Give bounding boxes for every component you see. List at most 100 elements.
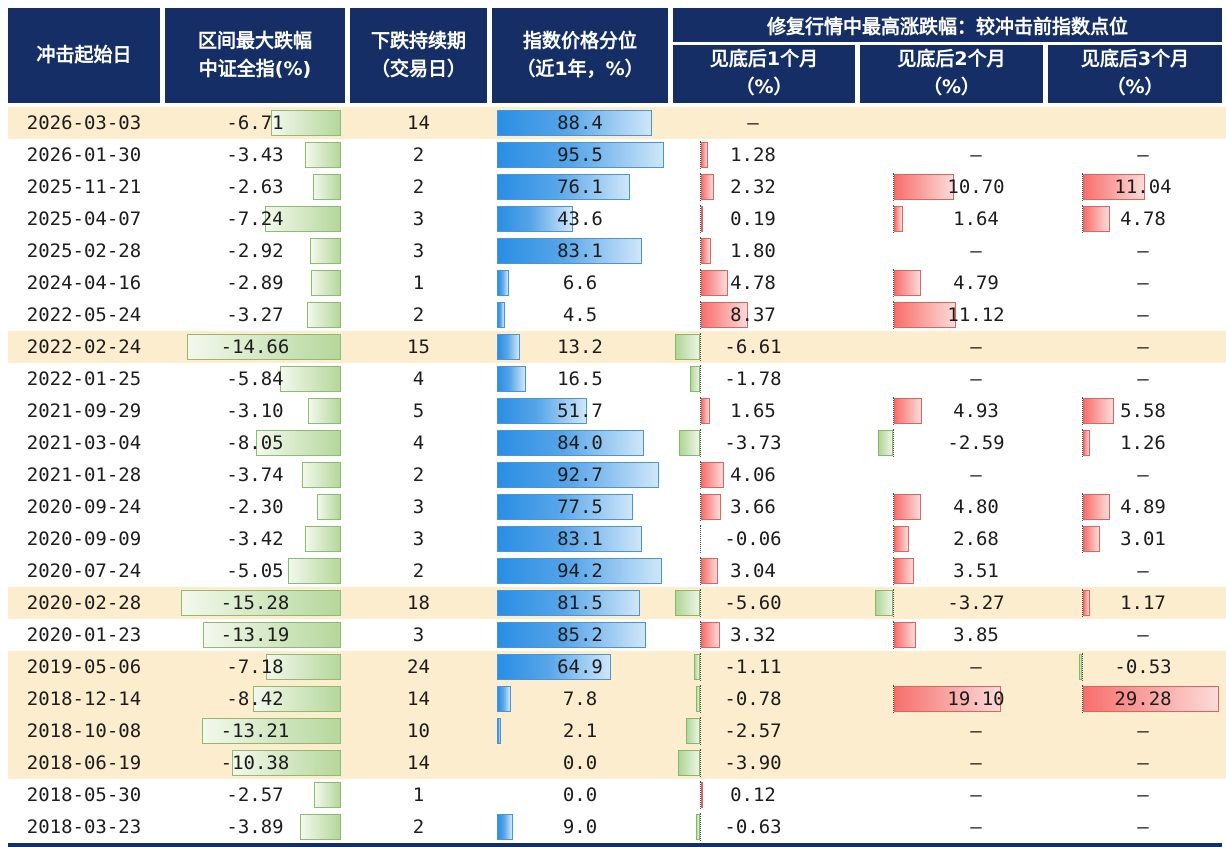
month1-cell: -0.78 bbox=[673, 683, 855, 715]
month3-value: 4.78 bbox=[1120, 208, 1166, 230]
date-cell: 2022-01-25 bbox=[26, 368, 142, 390]
drawdown-cell: -2.92 bbox=[165, 235, 345, 267]
month1-value: -1.11 bbox=[724, 656, 782, 678]
drawdown-value: -5.05 bbox=[226, 560, 284, 582]
percentile-bar bbox=[497, 366, 526, 392]
month2-value: -3.27 bbox=[947, 592, 1005, 614]
month3-value: – bbox=[1137, 720, 1149, 742]
drawdown-bar bbox=[232, 750, 341, 776]
loss-bar bbox=[675, 590, 700, 616]
drawdown-cell: -15.28 bbox=[165, 587, 345, 619]
month1-cell: 3.04 bbox=[673, 555, 855, 587]
month2-value: 3.51 bbox=[953, 560, 999, 582]
month2-cell: 3.85 bbox=[860, 619, 1043, 651]
zero-axis bbox=[893, 589, 894, 617]
drawdown-value: -10.38 bbox=[220, 752, 290, 774]
percentile-cell: 76.1 bbox=[492, 171, 668, 203]
month3-cell: – bbox=[1048, 811, 1222, 843]
duration-cell: 1 bbox=[412, 272, 425, 294]
duration-cell: 2 bbox=[412, 816, 425, 838]
percentile-bar bbox=[497, 462, 660, 488]
gain-bar bbox=[701, 462, 724, 488]
zero-axis bbox=[700, 493, 701, 521]
month1-cell: 4.78 bbox=[673, 267, 855, 299]
drawdown-cell: -13.19 bbox=[165, 619, 345, 651]
month2-value: – bbox=[970, 368, 982, 390]
header-month1-line2: （%） bbox=[735, 76, 793, 98]
month3-cell: 1.26 bbox=[1048, 427, 1222, 459]
table-row: 2021-09-29 -3.10 5 51.7 1.65 4.93 5.58 bbox=[8, 395, 1226, 427]
month3-value: 1.26 bbox=[1120, 432, 1166, 454]
duration-cell: 3 bbox=[412, 624, 425, 646]
month1-cell: 3.32 bbox=[673, 619, 855, 651]
month1-value: 3.66 bbox=[730, 496, 776, 518]
month2-cell: – bbox=[860, 651, 1043, 683]
percentile-cell: 92.7 bbox=[492, 459, 668, 491]
month2-cell: – bbox=[860, 235, 1043, 267]
month3-cell: -0.53 bbox=[1048, 651, 1222, 683]
percentile-cell: 9.0 bbox=[492, 811, 668, 843]
zero-axis bbox=[700, 397, 701, 425]
duration-cell: 2 bbox=[412, 304, 425, 326]
month3-cell: – bbox=[1048, 299, 1222, 331]
zero-axis bbox=[893, 397, 894, 425]
drawdown-cell: -14.66 bbox=[165, 331, 345, 363]
month3-cell: – bbox=[1048, 747, 1222, 779]
drawdown-bar bbox=[314, 782, 341, 808]
month2-value: – bbox=[970, 240, 982, 262]
percentile-value: 2.1 bbox=[562, 720, 598, 742]
loss-bar bbox=[678, 750, 700, 776]
gain-bar bbox=[701, 206, 703, 232]
drawdown-bar bbox=[305, 526, 341, 552]
loss-bar bbox=[685, 718, 700, 744]
month1-value: 4.78 bbox=[730, 272, 776, 294]
month2-cell: – bbox=[860, 715, 1043, 747]
header-recovery-group: 修复行情中最高涨跌幅：较冲击前指数点位 见底后1个月 （%） 见底后2个月 （%… bbox=[673, 8, 1222, 103]
gain-bar bbox=[1083, 590, 1090, 616]
percentile-bar bbox=[497, 526, 643, 552]
month1-value: -0.06 bbox=[724, 528, 782, 550]
loss-bar bbox=[693, 654, 700, 680]
drawdown-cell: -10.38 bbox=[165, 747, 345, 779]
month2-value: – bbox=[970, 816, 982, 838]
drawdown-bar bbox=[270, 110, 341, 136]
month3-value: – bbox=[1137, 464, 1149, 486]
zero-axis bbox=[893, 621, 894, 649]
percentile-cell: 6.6 bbox=[492, 267, 668, 299]
zero-axis bbox=[700, 557, 701, 585]
zero-axis bbox=[700, 653, 701, 681]
percentile-value: 85.2 bbox=[557, 624, 603, 646]
month2-cell: – bbox=[860, 139, 1043, 171]
gain-bar bbox=[1083, 494, 1111, 520]
date-cell: 2018-10-08 bbox=[26, 720, 142, 742]
month3-value: – bbox=[1137, 368, 1149, 390]
date-cell: 2018-03-23 bbox=[26, 816, 142, 838]
month1-cell: 3.66 bbox=[673, 491, 855, 523]
gain-bar bbox=[894, 494, 921, 520]
drawdown-cell: -3.89 bbox=[165, 811, 345, 843]
zero-axis bbox=[893, 269, 894, 297]
drawdown-cell: -2.57 bbox=[165, 779, 345, 811]
month3-value: 1.17 bbox=[1120, 592, 1166, 614]
month2-value: – bbox=[970, 144, 982, 166]
header-month3: 见底后3个月 （%） bbox=[1048, 45, 1222, 103]
table-body: 2026-03-03 -6.71 14 88.4–2026-01-30 -3.43 2 95… bbox=[8, 107, 1226, 843]
drawdown-bar bbox=[252, 686, 341, 712]
date-cell: 2026-01-30 bbox=[26, 144, 142, 166]
zero-axis bbox=[893, 557, 894, 585]
date-cell: 2018-12-14 bbox=[26, 688, 142, 710]
table-row: 2025-11-21 -2.63 2 76.1 2.32 10.70 11.04 bbox=[8, 171, 1226, 203]
percentile-cell: 64.9 bbox=[492, 651, 668, 683]
drawdown-cell: -8.05 bbox=[165, 427, 345, 459]
loss-bar bbox=[675, 334, 700, 360]
header-price-percentile-line1: 指数价格分位 bbox=[522, 29, 637, 52]
duration-cell: 4 bbox=[412, 368, 425, 390]
header-decline-duration-line2: （交易日） bbox=[370, 57, 466, 80]
table-row: 2022-05-24 -3.27 2 4.5 8.37 11.12 – bbox=[8, 299, 1226, 331]
percentile-bar bbox=[497, 558, 662, 584]
percentile-bar bbox=[497, 174, 631, 200]
drawdown-value: -15.28 bbox=[220, 592, 290, 614]
drawdown-bar bbox=[279, 366, 341, 392]
month1-cell: -1.78 bbox=[673, 363, 855, 395]
